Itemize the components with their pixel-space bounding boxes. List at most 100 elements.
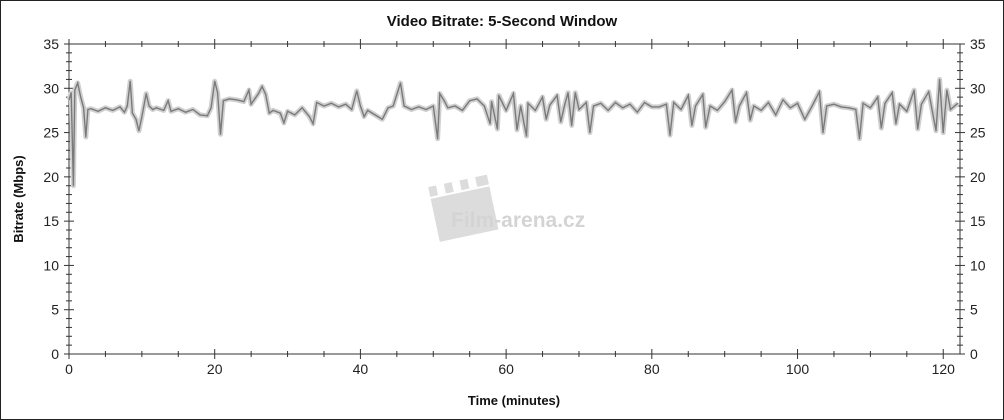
data-point (210, 107, 212, 109)
data-point (483, 105, 485, 107)
data-point (418, 106, 420, 108)
data-point (917, 128, 919, 130)
data-point (87, 108, 89, 111)
data-point (589, 131, 591, 134)
data-point (545, 118, 547, 120)
data-point (138, 130, 140, 132)
data-point (614, 101, 617, 104)
data-point (822, 131, 824, 134)
data-point (228, 98, 230, 100)
data-point (323, 105, 325, 107)
data-point (560, 121, 562, 123)
clapperboard-icon (428, 174, 499, 242)
data-point (356, 90, 358, 92)
data-point (425, 108, 427, 111)
data-point (308, 116, 311, 118)
y-tick-label-right: 20 (970, 169, 986, 185)
data-point (77, 82, 79, 84)
data-point (716, 109, 718, 112)
data-point (219, 133, 222, 135)
data-point (607, 109, 609, 112)
y-tick-label-right: 5 (970, 302, 978, 318)
data-point (669, 134, 671, 136)
y-tick-label-left: 15 (43, 213, 59, 229)
data-point (337, 106, 340, 108)
data-point (840, 106, 842, 108)
data-point (392, 105, 394, 107)
data-point (443, 100, 445, 102)
data-point (520, 105, 522, 107)
data-point (135, 118, 137, 120)
data-point (206, 115, 209, 117)
data-point (629, 103, 631, 105)
data-point (316, 101, 318, 104)
data-point (403, 105, 405, 107)
data-point (261, 85, 263, 88)
data-point (571, 124, 573, 127)
data-point (250, 103, 252, 105)
data-point (112, 109, 114, 112)
data-point (80, 96, 82, 98)
data-point (735, 121, 737, 123)
data-point (104, 107, 107, 109)
data-point (387, 107, 389, 109)
data-point (709, 105, 711, 107)
data-point (489, 123, 491, 125)
data-point (949, 108, 952, 111)
data-point (789, 107, 791, 109)
data-point (665, 103, 667, 105)
data-point (235, 99, 238, 101)
data-point (145, 93, 147, 95)
data-point (534, 109, 536, 112)
data-point (920, 103, 922, 105)
data-point (70, 92, 72, 94)
data-point (651, 106, 653, 108)
data-point (170, 110, 172, 112)
data-point (351, 108, 353, 111)
data-point (775, 114, 777, 116)
watermark: Film-arena.cz (428, 174, 585, 242)
data-point (847, 107, 850, 109)
data-point (68, 99, 70, 101)
data-point (294, 114, 296, 116)
data-point (330, 102, 332, 104)
data-point (152, 108, 154, 111)
data-point (148, 105, 150, 107)
data-point (804, 118, 806, 120)
data-point (687, 94, 689, 96)
data-point (574, 92, 576, 94)
y-tick-label-right: 0 (970, 346, 978, 362)
x-tick-label: 20 (207, 361, 223, 377)
data-point (928, 91, 930, 93)
watermark-text: Film-arena.cz (451, 209, 585, 232)
data-point (217, 92, 219, 94)
data-point (363, 116, 365, 118)
data-point (913, 89, 915, 91)
data-point (286, 110, 289, 112)
data-point (567, 92, 569, 94)
data-point (439, 93, 441, 95)
data-point (496, 128, 498, 130)
data-point (505, 109, 507, 112)
data-point (131, 112, 133, 114)
y-tick-label-right: 25 (970, 125, 986, 141)
data-point (512, 93, 515, 95)
data-point (563, 105, 566, 107)
data-point (123, 111, 125, 113)
data-point (636, 111, 638, 113)
data-point (767, 101, 769, 104)
data-point (826, 105, 828, 107)
data-point (199, 114, 201, 116)
data-point (243, 100, 245, 103)
data-point (622, 107, 624, 109)
data-point (549, 104, 551, 106)
data-point (222, 100, 225, 102)
x-tick-label: 0 (65, 361, 73, 377)
data-point (527, 102, 529, 104)
data-point (167, 100, 169, 102)
data-point (268, 112, 270, 114)
data-point (643, 101, 646, 104)
data-point (279, 112, 281, 114)
data-point (884, 102, 886, 104)
